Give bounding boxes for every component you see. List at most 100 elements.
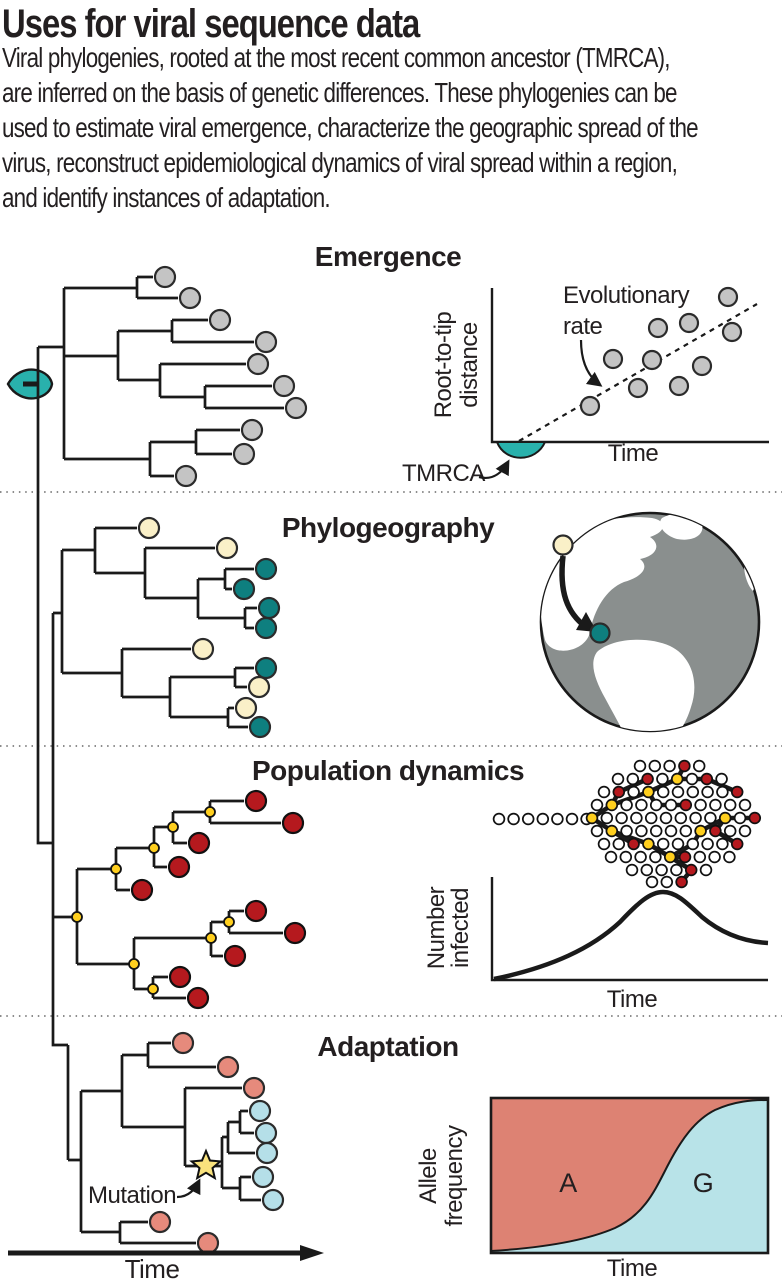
tree-tip bbox=[232, 577, 256, 601]
network-node bbox=[694, 798, 707, 812]
network-node bbox=[678, 850, 692, 864]
tree-tip bbox=[247, 675, 271, 699]
intro-line: and identify instances of adaptation. bbox=[2, 182, 331, 213]
network-node bbox=[605, 824, 619, 838]
network-node bbox=[620, 824, 633, 838]
network-node bbox=[641, 772, 654, 786]
allele-xlabel: Time bbox=[607, 1255, 658, 1280]
mutation-node bbox=[148, 842, 160, 854]
network-node bbox=[730, 837, 744, 851]
network-edge bbox=[609, 789, 651, 808]
network-node bbox=[590, 824, 604, 838]
network-nodes bbox=[492, 759, 762, 889]
mutation-node bbox=[204, 806, 216, 818]
network-node bbox=[655, 863, 668, 877]
tmrca-arrow bbox=[478, 459, 510, 479]
globe bbox=[539, 511, 761, 733]
tree-backbone bbox=[36, 347, 81, 1162]
network-node bbox=[663, 759, 676, 773]
tree-tip bbox=[171, 1031, 195, 1055]
tree-tip bbox=[272, 374, 296, 398]
epidemic-axes bbox=[490, 877, 768, 982]
time-axis-arrowhead bbox=[300, 1245, 324, 1261]
tree-tip bbox=[281, 811, 305, 835]
network-node bbox=[634, 850, 647, 864]
network-node bbox=[521, 812, 535, 826]
tree-tip bbox=[216, 1055, 240, 1079]
network-node bbox=[733, 811, 747, 825]
network-node bbox=[694, 824, 707, 838]
network-node bbox=[684, 863, 698, 877]
tree-tip bbox=[196, 1231, 220, 1255]
network-node bbox=[679, 824, 693, 838]
network-node bbox=[612, 785, 626, 799]
scatter-xlabel: Time bbox=[608, 440, 659, 467]
network-node bbox=[686, 785, 700, 799]
tree-tip bbox=[208, 308, 232, 332]
evolutionary-rate-label-line2: rate bbox=[563, 313, 603, 340]
allele-curve bbox=[490, 1099, 769, 1252]
evolutionary-rate-arrow bbox=[579, 339, 603, 387]
scatter-point bbox=[579, 395, 601, 417]
epidemic-ylabel-line2: infected bbox=[447, 888, 474, 968]
network-edge bbox=[609, 828, 651, 847]
network-node bbox=[492, 812, 506, 826]
allele-label-g: G bbox=[693, 1168, 714, 1198]
scatter-axes bbox=[490, 288, 769, 444]
network-node bbox=[649, 850, 662, 864]
network-node bbox=[590, 798, 604, 812]
network-node bbox=[704, 811, 717, 825]
network-node bbox=[675, 875, 688, 889]
network-node bbox=[551, 812, 564, 826]
page-title: Uses for viral sequence data bbox=[2, 2, 420, 46]
network-node bbox=[600, 811, 614, 825]
tree-tip bbox=[186, 986, 210, 1010]
tree-tip bbox=[246, 352, 270, 376]
tree-tip bbox=[130, 878, 154, 902]
tree-tip bbox=[232, 442, 256, 466]
tree-tip bbox=[242, 1076, 266, 1100]
network-node bbox=[640, 863, 654, 877]
destination-dot bbox=[589, 622, 611, 644]
emergence-tree-branches bbox=[38, 275, 284, 478]
network-node bbox=[648, 759, 662, 773]
phylogeography-tree-branches bbox=[60, 526, 257, 729]
network-node bbox=[709, 798, 722, 812]
intro-line: virus, reconstruct epidemiological dynam… bbox=[2, 147, 678, 178]
adaptation-tree-branches bbox=[79, 1041, 261, 1245]
scatter-point bbox=[641, 349, 663, 371]
section-heading-emergence: Emergence bbox=[315, 241, 461, 272]
network-node bbox=[585, 811, 599, 825]
network-node bbox=[663, 850, 677, 864]
mutation-arrow bbox=[176, 1178, 201, 1199]
network-node bbox=[716, 837, 729, 851]
phylogeography-tips bbox=[137, 516, 281, 739]
network-node bbox=[738, 798, 752, 812]
tree-tip bbox=[248, 715, 272, 739]
scatter-point bbox=[627, 377, 649, 399]
tree-tip bbox=[261, 1188, 285, 1212]
network-node bbox=[604, 850, 618, 864]
network-node bbox=[670, 772, 684, 786]
tmrca-bump bbox=[495, 441, 547, 459]
scatter-point bbox=[721, 321, 743, 343]
network-node bbox=[699, 863, 713, 877]
continent-south-america bbox=[593, 639, 695, 731]
intro-paragraph: Viral phylogenies, rooted at the most re… bbox=[2, 40, 699, 215]
tree-tip bbox=[254, 1121, 278, 1145]
tree-tip bbox=[254, 330, 278, 354]
tree-tip bbox=[248, 1099, 272, 1123]
network-node bbox=[644, 811, 658, 825]
tree-tip bbox=[187, 831, 211, 855]
network-node bbox=[612, 837, 626, 851]
tree-tip bbox=[191, 637, 215, 661]
tree-tip bbox=[254, 557, 278, 581]
network-node bbox=[565, 812, 579, 826]
network-node bbox=[701, 785, 714, 799]
scatter-points bbox=[579, 286, 743, 417]
epidemic-ylabel-line1: Number bbox=[423, 886, 450, 969]
emergence-tips bbox=[153, 265, 308, 488]
network-node bbox=[748, 811, 762, 825]
section-heading-population-dynamics: Population dynamics bbox=[252, 755, 524, 786]
